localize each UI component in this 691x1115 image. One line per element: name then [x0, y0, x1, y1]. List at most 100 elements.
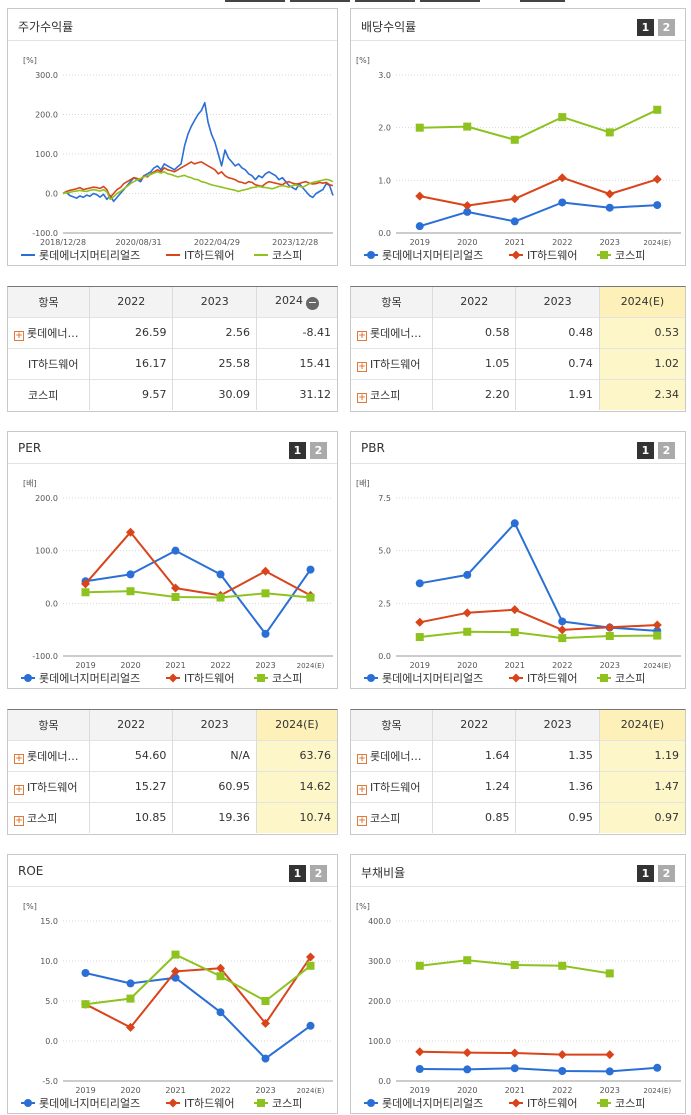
roe-legend-label: 롯데에너지머티리얼즈 — [39, 1096, 140, 1110]
debt-ratio-page-button-2[interactable]: 2 — [658, 865, 675, 882]
row-name[interactable]: + 롯데에너… — [351, 316, 433, 348]
per-data-point — [261, 629, 270, 638]
row-name[interactable]: + 코스피 — [8, 801, 90, 833]
expand-plus-icon[interactable]: + — [357, 330, 367, 341]
pbr-x-tick-label: 2021 — [505, 661, 525, 670]
stock-return-legend: 롯데에너지머티리얼즈 IT하드웨어 코스피 — [21, 248, 302, 262]
roe-data-point — [171, 966, 180, 976]
pbr-header: PBR 1 2 — [351, 432, 685, 464]
pbr-data-point — [462, 608, 472, 618]
per-series-line-1 — [84, 531, 311, 597]
per-x-tick-label: 2024(E) — [297, 662, 325, 670]
pbr-legend: 롯데에너지머티리얼즈 IT하드웨어 코스피 — [364, 671, 645, 685]
roe-legend-label: 코스피 — [272, 1097, 302, 1110]
roe-page-button-1[interactable]: 1 — [289, 865, 306, 882]
stock-return-x-tick-label: 2020/08/31 — [116, 238, 162, 247]
dividend-yield-data-point — [415, 191, 425, 201]
table-cell: 1.35 — [515, 739, 600, 771]
debt-ratio-header: 부채비율 1 2 — [351, 855, 685, 887]
debt-ratio-x-tick-label: 2019 — [410, 1086, 430, 1095]
row-name[interactable]: + 코스피 — [351, 801, 433, 833]
collapse-minus-icon[interactable]: − — [305, 295, 319, 310]
roe-data-point — [126, 1022, 135, 1032]
dividend-yield-data-point — [605, 203, 614, 212]
expand-plus-icon[interactable]: + — [14, 753, 24, 764]
roe-x-tick-label: 2023 — [255, 1086, 275, 1095]
roe-data-point — [81, 969, 90, 977]
pbr-page-button-1[interactable]: 1 — [637, 442, 654, 459]
expand-plus-icon[interactable]: + — [357, 784, 367, 795]
debt-ratio-legend-swatch — [600, 1099, 608, 1107]
roe-data-point — [126, 979, 135, 988]
expand-plus-icon[interactable]: + — [14, 784, 24, 795]
row-name[interactable]: + 코스피 — [351, 378, 433, 410]
expand-plus-icon[interactable]: + — [357, 392, 367, 403]
table-row: + IT하드웨어 1.05 0.74 1.02 — [351, 347, 685, 379]
per-data-point — [216, 570, 225, 579]
stock-return-panel: 주가수익률 [%] 300.0 200.0 100.0 0.0 -100.0 2018/12/… — [7, 8, 338, 266]
pbr-series-line-0 — [419, 522, 658, 632]
dividend-yield-data-point — [653, 105, 662, 114]
pbr-data-point — [415, 617, 425, 627]
pbr-data-point — [558, 634, 567, 643]
roe-y-tick-label: -5.0 — [42, 1077, 58, 1086]
row-name[interactable]: + IT하드웨어 — [8, 770, 90, 802]
stock-return-header: 주가수익률 — [8, 9, 337, 41]
debt-ratio-legend-swatch — [367, 1099, 375, 1107]
debt-ratio-data-point — [415, 1047, 425, 1057]
dividend-yield-legend-label: 롯데에너지머티리얼즈 — [382, 248, 483, 262]
per-data-point — [126, 587, 135, 596]
table-cell: -8.41 — [255, 316, 337, 348]
pbr-series-line-2 — [419, 630, 658, 640]
roe-page-button-2[interactable]: 2 — [310, 865, 327, 882]
row-name[interactable]: + 롯데에너… — [351, 739, 433, 771]
per-y-tick-label: -100.0 — [32, 652, 58, 661]
stock-return-y-tick-label: 300.0 — [35, 71, 58, 80]
per-legend-swatch — [168, 673, 178, 683]
dividend-yield-page-button-1[interactable]: 1 — [637, 19, 654, 36]
expand-plus-icon[interactable]: + — [357, 361, 367, 372]
expand-plus-icon[interactable]: + — [357, 815, 367, 826]
roe-panel: ROE 1 2 [%] 15.0 10.0 5.0 0.0 -5.0 2019 2020 2021 20… — [7, 854, 338, 1114]
per-data-point — [126, 527, 135, 537]
per-data-point — [171, 593, 180, 602]
roe-title: ROE — [18, 864, 44, 878]
expand-plus-icon[interactable]: + — [357, 753, 367, 764]
pbr-x-tick-label: 2022 — [552, 661, 572, 670]
roe-legend-label: IT하드웨어 — [184, 1096, 234, 1110]
per-x-tick-label: 2022 — [210, 661, 230, 670]
row-name[interactable]: + IT하드웨어 — [351, 770, 433, 802]
debt-ratio-y-tick-label: 400.0 — [368, 917, 391, 926]
expand-plus-icon[interactable]: + — [14, 330, 24, 341]
table-cell: 0.97 — [598, 801, 685, 833]
debt-ratio-data-point — [463, 956, 472, 965]
debt-ratio-data-point — [463, 1065, 472, 1074]
table-cell: 0.48 — [515, 316, 600, 348]
pbr-page-button-2[interactable]: 2 — [658, 442, 675, 459]
stock-return-table: 항목 2022 2023 2024− + 롯데에너… 26.59 2.56 -8.41 IT하드웨… — [7, 286, 338, 412]
dividend-yield-y-tick-label: 0.0 — [378, 229, 391, 238]
debt-ratio-page-button-1[interactable]: 1 — [637, 865, 654, 882]
row-name[interactable]: + 롯데에너… — [8, 739, 90, 771]
pbr-y-tick-label: 5.0 — [378, 547, 391, 556]
per-page-button-2[interactable]: 2 — [310, 442, 327, 459]
roe-data-point — [261, 997, 270, 1005]
debt-ratio-data-point — [510, 1064, 519, 1073]
dividend-yield-page-button-2[interactable]: 2 — [658, 19, 675, 36]
table-cell: 16.17 — [88, 347, 173, 379]
table-row: + 롯데에너… 0.58 0.48 0.53 — [351, 316, 685, 348]
dividend-yield-x-tick-label: 2022 — [552, 238, 572, 247]
per-page-button-1[interactable]: 1 — [289, 442, 306, 459]
pbr-table: 항목 2022 2023 2024(E) + 롯데에너… 1.64 1.35 1.19 + IT하드… — [350, 709, 686, 835]
row-name[interactable]: + 롯데에너… — [8, 316, 90, 348]
debt-ratio-data-point — [605, 1067, 614, 1076]
pbr-data-point — [605, 631, 614, 640]
table-cell: 30.09 — [172, 378, 257, 410]
dividend-yield-y-tick-label: 3.0 — [378, 71, 391, 80]
row-name[interactable]: + IT하드웨어 — [351, 347, 433, 379]
expand-plus-icon[interactable]: + — [14, 815, 24, 826]
pbr-unit-label: [배] — [356, 479, 370, 488]
debt-ratio-data-point — [415, 961, 424, 970]
roe-data-point — [216, 963, 225, 973]
